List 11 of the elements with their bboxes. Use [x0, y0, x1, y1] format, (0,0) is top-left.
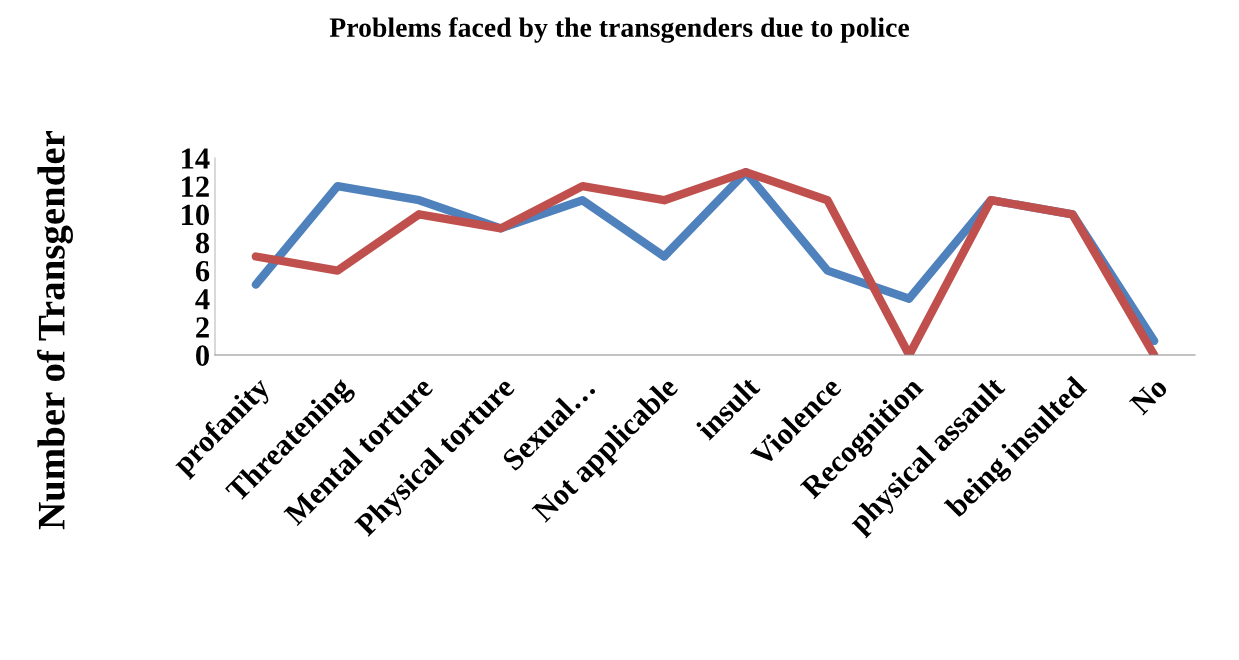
y-tick-label: 12 [182, 176, 209, 197]
x-tick-label: No [1129, 376, 1169, 416]
y-tick-label: 2 [196, 317, 209, 338]
y-tick-label: 4 [195, 289, 210, 310]
y-tick-label: 0 [196, 345, 209, 366]
chart-title: Problems faced by the transgenders due to police [329, 17, 910, 43]
y-tick-label: 8 [195, 232, 210, 254]
y-axis-title: Number of Transgender [37, 130, 73, 530]
y-tick-label: 10 [182, 204, 209, 226]
y-tick-label: 14 [182, 148, 210, 169]
y-tick-label: 6 [195, 260, 210, 282]
